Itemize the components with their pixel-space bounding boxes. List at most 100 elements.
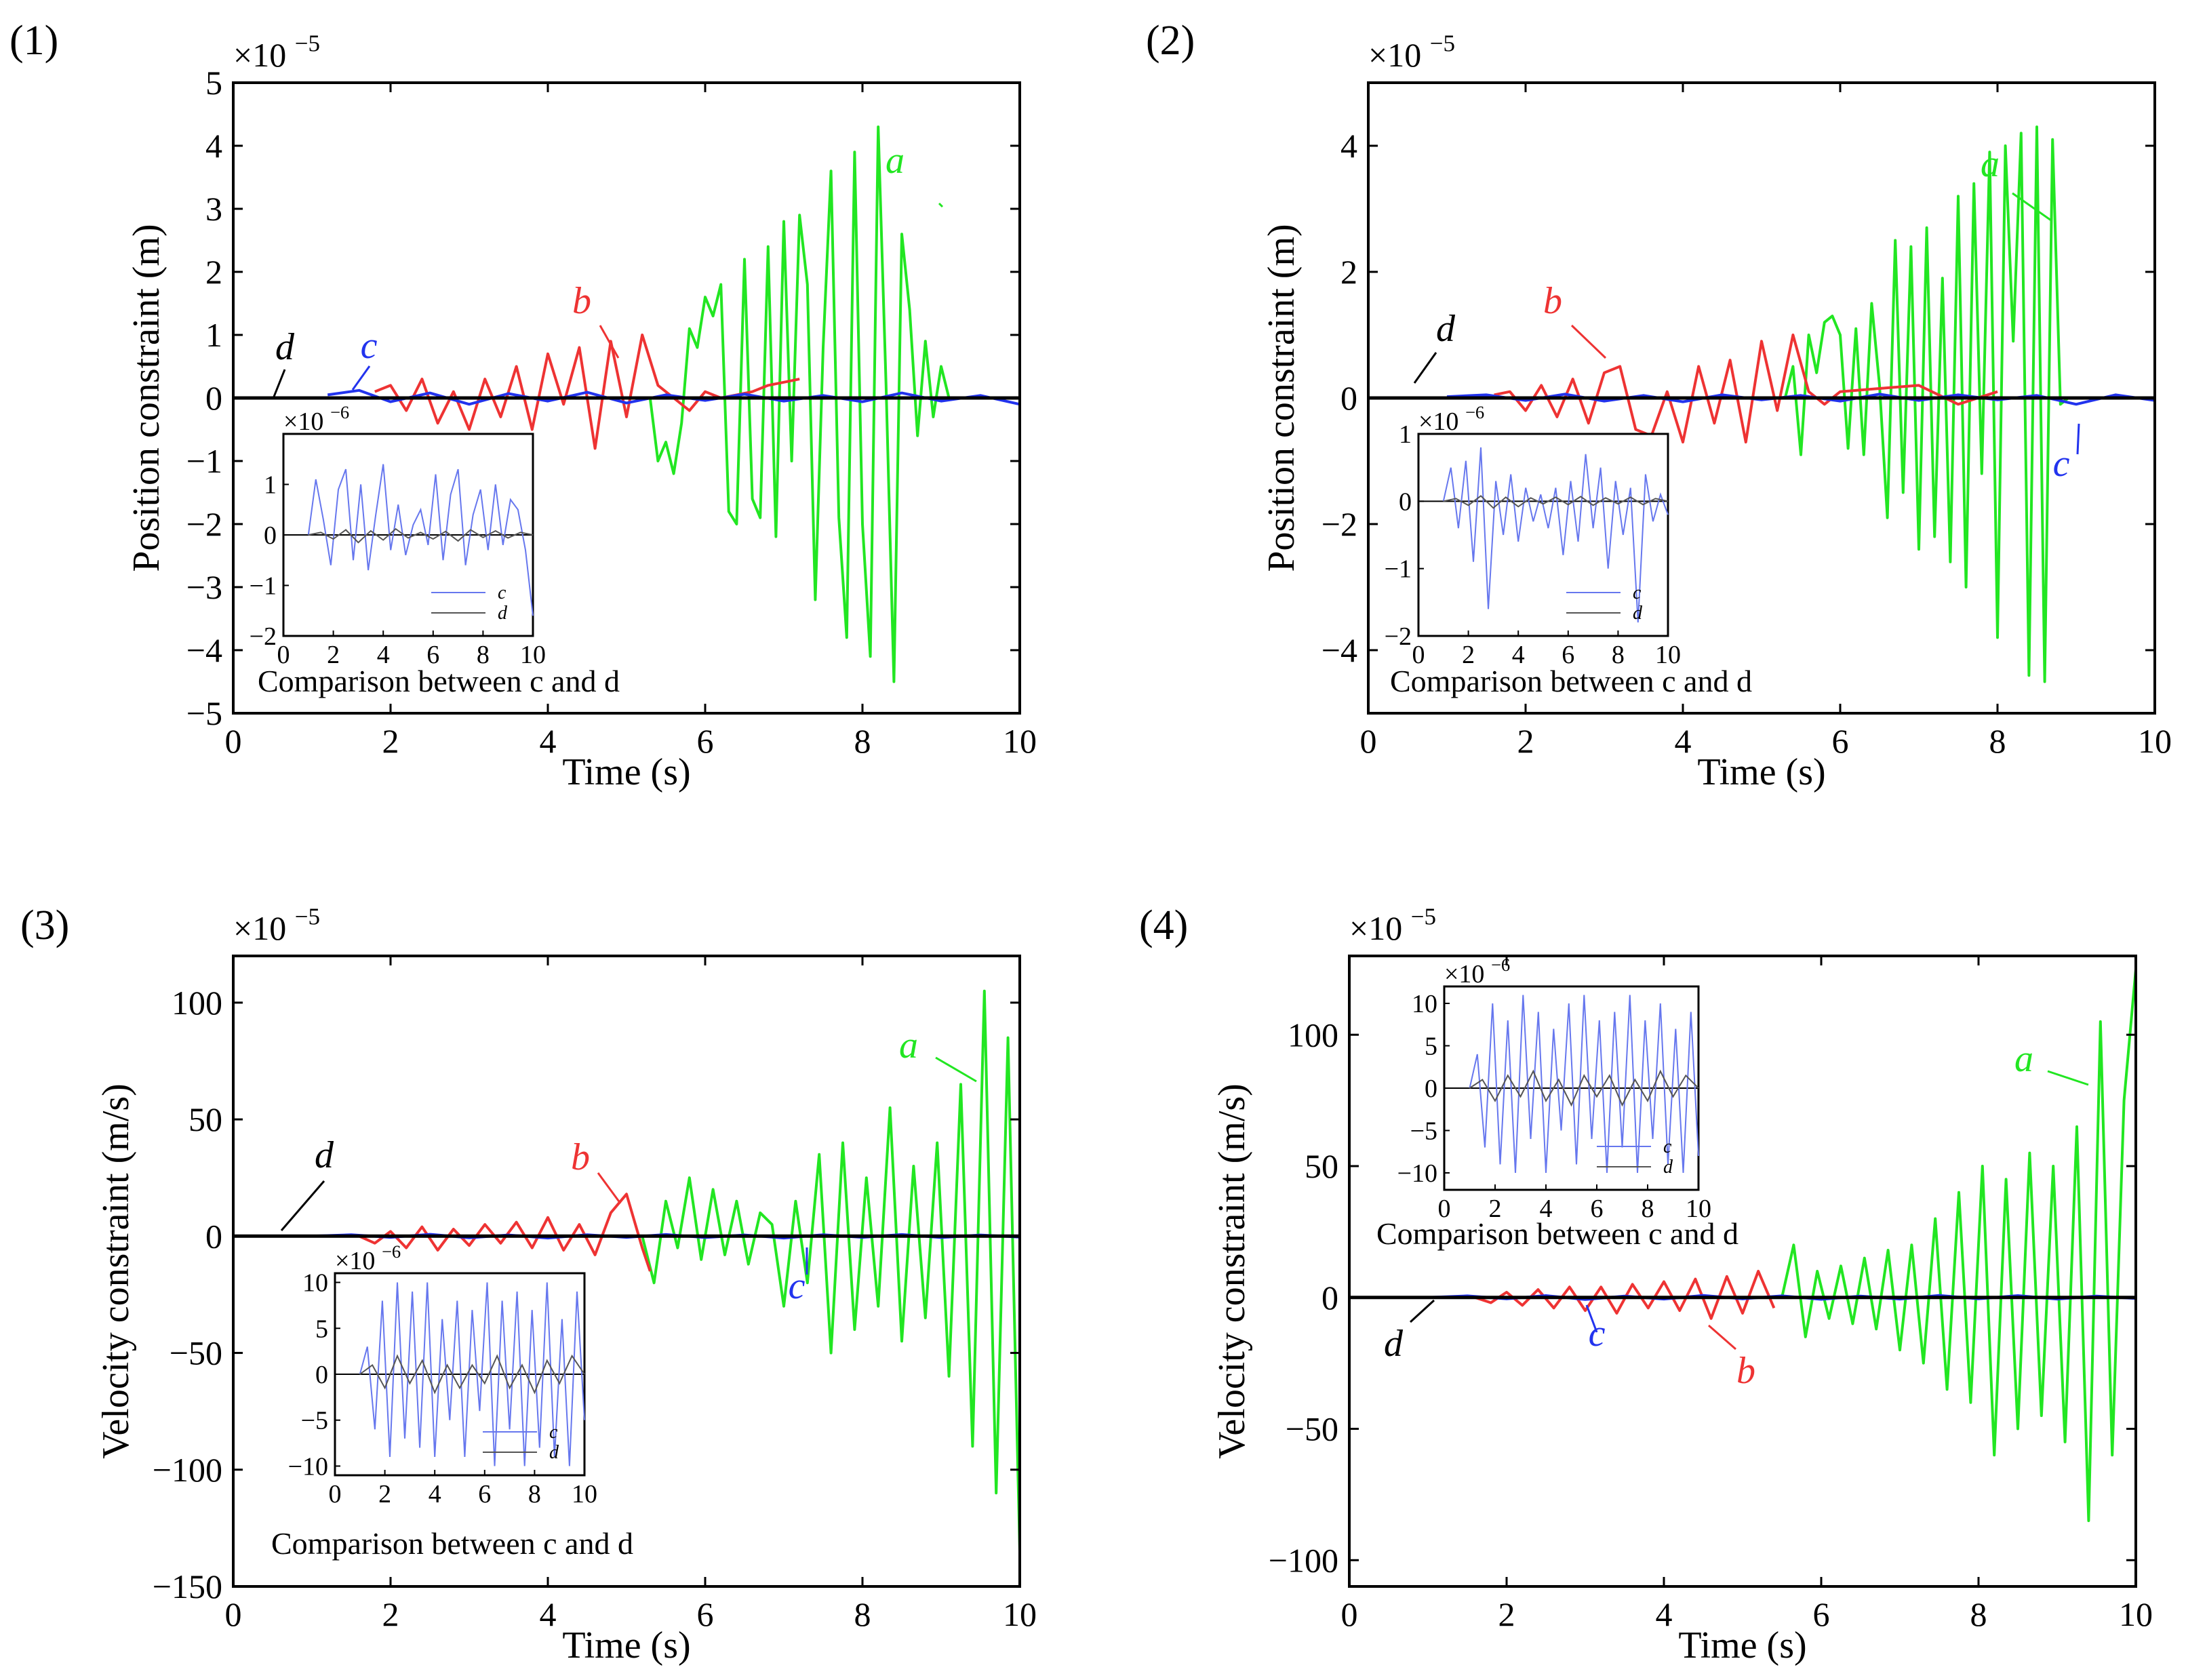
- inset-caption: Comparison between c and d: [271, 1526, 633, 1561]
- inset-legend-label-d: d: [549, 1442, 559, 1463]
- inset-x-tick-label: 0: [1412, 641, 1425, 669]
- callout-leader-d: [1409, 1299, 1435, 1323]
- plot-frame: [232, 955, 1021, 1588]
- x-tick-label: 8: [1989, 722, 2006, 760]
- inset-x-tick-label: 4: [377, 641, 390, 669]
- x-tick-label: 0: [225, 1595, 242, 1633]
- inset-y-tick-label: −1: [1385, 555, 1412, 584]
- x-tick-label: 0: [1341, 1595, 1358, 1633]
- axis-multiplier: ×10 −5: [233, 904, 320, 948]
- y-axis-label: Position constraint (m): [125, 224, 167, 572]
- y-tick-label: 3: [205, 190, 222, 228]
- callout-label-d: d: [1436, 308, 1456, 350]
- x-tick-label: 8: [854, 1595, 871, 1633]
- series-line-b: [358, 1193, 652, 1272]
- y-tick-label: 50: [188, 1100, 222, 1138]
- y-tick-label: −100: [1269, 1541, 1338, 1579]
- inset-x-tick-label: 6: [1591, 1195, 1604, 1223]
- panel-label: (4): [1139, 902, 1188, 948]
- series-line-a: [648, 125, 1020, 683]
- inset-series-line-c: [359, 1282, 585, 1466]
- inset-legend-label-c: c: [1633, 582, 1642, 603]
- x-tick-label: 2: [382, 1595, 399, 1633]
- series-line-a: [641, 989, 1021, 1552]
- inset-x-tick-label: 10: [1686, 1195, 1711, 1223]
- inset-x-tick-label: 6: [478, 1480, 491, 1508]
- callout-leader-c: [2076, 423, 2080, 455]
- callout-label-a: a: [886, 140, 905, 182]
- inset-caption: Comparison between c and d: [1390, 664, 1752, 698]
- x-tick-label: 6: [697, 1595, 714, 1633]
- x-tick-label: 6: [1813, 1595, 1830, 1633]
- callout-leader-d: [273, 369, 286, 397]
- inset-series-line-d: [359, 1354, 585, 1395]
- y-axis-label: Velocity constraint (m/s): [1211, 1083, 1253, 1459]
- callout-label-b: b: [1543, 280, 1562, 322]
- y-tick-label: 5: [205, 64, 222, 102]
- y-tick-label: 2: [205, 253, 222, 291]
- panel-label: (1): [9, 18, 58, 64]
- inset-x-tick-label: 4: [1512, 641, 1525, 669]
- x-tick-label: 4: [1675, 722, 1692, 760]
- inset-y-tick-label: −2: [250, 622, 277, 651]
- inset-x-tick-label: 4: [1540, 1195, 1553, 1223]
- callout-label-d: d: [1384, 1323, 1404, 1365]
- inset-y-tick-label: −10: [288, 1452, 328, 1481]
- callout-leader-b: [1708, 1324, 1736, 1351]
- x-tick-label: 2: [1498, 1595, 1515, 1633]
- callout-leader-a: [2047, 1070, 2089, 1086]
- inset-y-tick-label: −5: [1410, 1117, 1437, 1146]
- inset-y-tick-label: 0: [1399, 487, 1412, 516]
- x-axis-label: Time (s): [562, 751, 690, 793]
- inset-legend-label-c: c: [1663, 1136, 1672, 1157]
- x-tick-label: 0: [225, 722, 242, 760]
- callout-label-b: b: [572, 280, 591, 322]
- y-tick-label: 4: [1340, 127, 1357, 165]
- x-tick-label: 2: [382, 722, 399, 760]
- x-tick-label: 6: [697, 722, 714, 760]
- callout-label-c: c: [361, 325, 378, 367]
- inset-legend-label-c: c: [498, 582, 506, 603]
- inset-legend-label-c: c: [549, 1422, 558, 1443]
- callout-leader-b: [1570, 324, 1607, 359]
- callout-leader-a: [2012, 192, 2052, 222]
- inset-x-tick-label: 8: [477, 641, 490, 669]
- callout-leader-b: [599, 325, 620, 359]
- inset-x-tick-label: 8: [528, 1480, 541, 1508]
- y-tick-label: −50: [1286, 1410, 1338, 1448]
- y-axis-label: Velocity constraint (m/s): [95, 1083, 137, 1459]
- y-tick-label: 100: [1288, 1016, 1338, 1054]
- x-tick-label: 10: [2138, 722, 2172, 760]
- inset-x-tick-label: 10: [572, 1480, 597, 1508]
- inset-y-tick-label: −5: [301, 1407, 328, 1435]
- x-tick-label: 4: [1656, 1595, 1673, 1633]
- x-axis-label: Time (s): [1678, 1624, 1806, 1666]
- inset-y-tick-label: 0: [264, 521, 277, 550]
- inset-x-tick-label: 4: [429, 1480, 441, 1508]
- x-tick-label: 8: [854, 722, 871, 760]
- inset-x-tick-label: 0: [1438, 1195, 1451, 1223]
- inset-legend-label-d: d: [1663, 1157, 1673, 1178]
- inset-y-tick-label: 0: [315, 1361, 328, 1389]
- x-axis-label: Time (s): [1697, 751, 1825, 793]
- inset-legend-label-d: d: [1633, 603, 1643, 624]
- callout-leader-d: [280, 1180, 325, 1231]
- y-tick-label: −150: [153, 1567, 222, 1605]
- y-tick-label: 100: [172, 984, 222, 1022]
- y-tick-label: −50: [170, 1334, 222, 1372]
- inset-y-tick-label: −2: [1385, 622, 1412, 651]
- inset-chart: 0 2 4 6 8 10 −2 −1 0 1×10 −6 cd Comparison between …: [1385, 402, 1752, 698]
- inset-series-line-c: [1442, 447, 1669, 623]
- inset-x-tick-label: 0: [277, 641, 290, 669]
- x-tick-label: 4: [540, 722, 557, 760]
- inset-x-tick-label: 2: [1462, 641, 1475, 669]
- inset-y-tick-label: −1: [250, 572, 277, 601]
- series-line-a: [1783, 125, 2155, 683]
- axis-multiplier: ×10 −5: [1368, 31, 1455, 75]
- inset-y-tick-label: 1: [264, 471, 277, 500]
